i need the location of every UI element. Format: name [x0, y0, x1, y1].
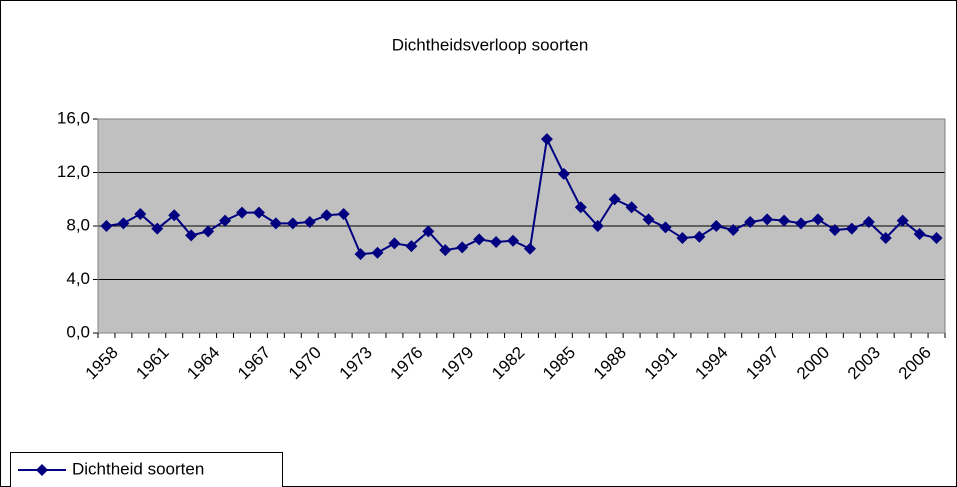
data-point [151, 222, 164, 235]
data-point [134, 207, 147, 220]
data-point [202, 225, 215, 238]
data-point [405, 240, 418, 253]
data-point [845, 222, 858, 235]
y-tick-label: 0,0 [66, 322, 90, 341]
data-point [727, 224, 740, 237]
data-point [744, 215, 757, 228]
data-point [490, 236, 503, 249]
data-point [879, 232, 892, 245]
data-point [676, 232, 689, 245]
data-point [811, 213, 824, 226]
data-point [930, 232, 943, 245]
data-point [303, 215, 316, 228]
legend-marker [36, 464, 48, 476]
data-point [286, 217, 299, 230]
data-point [473, 233, 486, 246]
legend-label: Dichtheid soorten [72, 459, 204, 478]
data-point [642, 213, 655, 226]
data-point [185, 229, 198, 242]
data-point [710, 220, 723, 232]
data-point [659, 221, 672, 234]
data-point [523, 242, 536, 255]
data-point [913, 228, 926, 241]
y-tick-label: 8,0 [66, 215, 90, 234]
data-point [219, 214, 232, 227]
data-point [557, 167, 570, 180]
data-point [591, 220, 604, 232]
data-point [269, 217, 282, 230]
data-point [422, 225, 435, 238]
data-point [456, 241, 469, 254]
legend: Dichtheid soorten [10, 452, 283, 487]
data-point [862, 215, 875, 228]
y-tick-label: 4,0 [66, 269, 90, 288]
chart-title: Dichtheidsverloop soorten [392, 35, 589, 54]
data-point [371, 246, 384, 259]
data-point [320, 209, 333, 222]
data-point [235, 206, 248, 219]
data-point [761, 213, 774, 226]
data-point [540, 133, 553, 146]
data-point [778, 214, 791, 227]
y-tick-label: 12,0 [57, 162, 90, 181]
data-point [100, 220, 113, 232]
data-point [337, 207, 350, 220]
data-point [608, 193, 621, 206]
data-point [693, 230, 706, 243]
data-point [625, 201, 638, 214]
y-tick-label: 16,0 [57, 108, 90, 127]
data-point [795, 217, 808, 230]
data-point [252, 206, 265, 219]
data-point [507, 234, 520, 247]
data-point [388, 237, 401, 250]
data-point [117, 217, 130, 230]
data-point [439, 244, 452, 257]
data-point [354, 248, 367, 261]
data-point [896, 214, 909, 227]
data-point [168, 209, 181, 222]
data-point [574, 201, 587, 214]
data-point [828, 224, 841, 237]
